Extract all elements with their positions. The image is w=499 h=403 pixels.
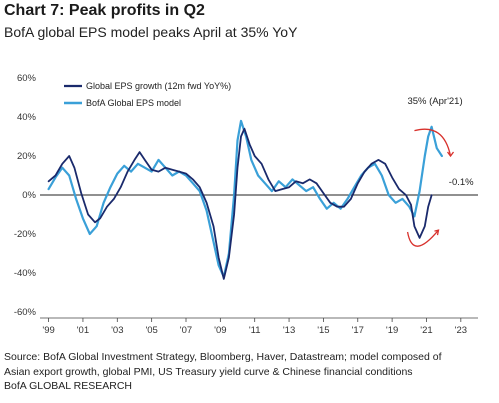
- x-tick-label: '13: [283, 325, 295, 336]
- source-line-2: Asian export growth, global PMI, US Trea…: [4, 365, 413, 378]
- source-note: Source: BofA Global Investment Strategy,…: [4, 350, 496, 394]
- x-tick-label: '05: [145, 325, 157, 336]
- y-tick-label: 0%: [22, 190, 36, 201]
- x-tick-label: '23: [455, 325, 467, 336]
- chart-title: Chart 7: Peak profits in Q2: [4, 2, 205, 19]
- y-tick-label: -40%: [14, 268, 37, 279]
- line-chart: 60% 40% 20% 0% -20% -40% -60% '99 '01 '03 '05 '07 '0…: [14, 73, 478, 336]
- x-tick-label: '21: [420, 325, 432, 336]
- chart-annotations: 35% (Apr'21) -0.1%: [406, 96, 474, 247]
- x-tick-label: '99: [42, 325, 54, 336]
- x-tick-label: '03: [111, 325, 123, 336]
- x-tick-label: '09: [214, 325, 226, 336]
- source-line-3: BofA GLOBAL RESEARCH: [4, 380, 132, 392]
- chart-series: [47, 119, 443, 280]
- chart-axes: 60% 40% 20% 0% -20% -40% -60% '99 '01 '03 '05 '07 '0…: [14, 73, 478, 336]
- x-tick-label: '11: [249, 325, 261, 336]
- trough-arrow: [406, 229, 439, 247]
- y-tick-label: -20%: [14, 229, 37, 240]
- x-tick-label: '01: [77, 325, 89, 336]
- peak-arrowhead: [446, 151, 455, 158]
- x-tick-label: '19: [386, 325, 398, 336]
- y-tick-label: 60%: [17, 73, 37, 84]
- y-tick-label: -60%: [14, 307, 37, 318]
- x-tick-label: '15: [317, 325, 329, 336]
- y-tick-label: 20%: [17, 151, 37, 162]
- y-tick-label: 40%: [17, 112, 37, 123]
- source-line-1: Source: BofA Global Investment Strategy,…: [4, 351, 442, 363]
- series-line-eps-growth: [47, 127, 433, 280]
- peak-annotation: 35% (Apr'21): [407, 96, 462, 107]
- trough-arrowhead: [434, 229, 440, 236]
- legend-label: BofA Global EPS model: [86, 98, 181, 108]
- latest-value-annotation: -0.1%: [449, 177, 474, 188]
- peak-arrow: [414, 128, 452, 157]
- chart-subtitle: BofA global EPS model peaks April at 35%…: [4, 24, 298, 40]
- series-line-eps-model: [47, 119, 443, 278]
- x-tick-label: '17: [352, 325, 364, 336]
- chart-legend: Global EPS growth (12m fwd YoY%) BofA Glo…: [64, 81, 231, 108]
- legend-label: Global EPS growth (12m fwd YoY%): [86, 81, 231, 91]
- x-tick-label: '07: [180, 325, 192, 336]
